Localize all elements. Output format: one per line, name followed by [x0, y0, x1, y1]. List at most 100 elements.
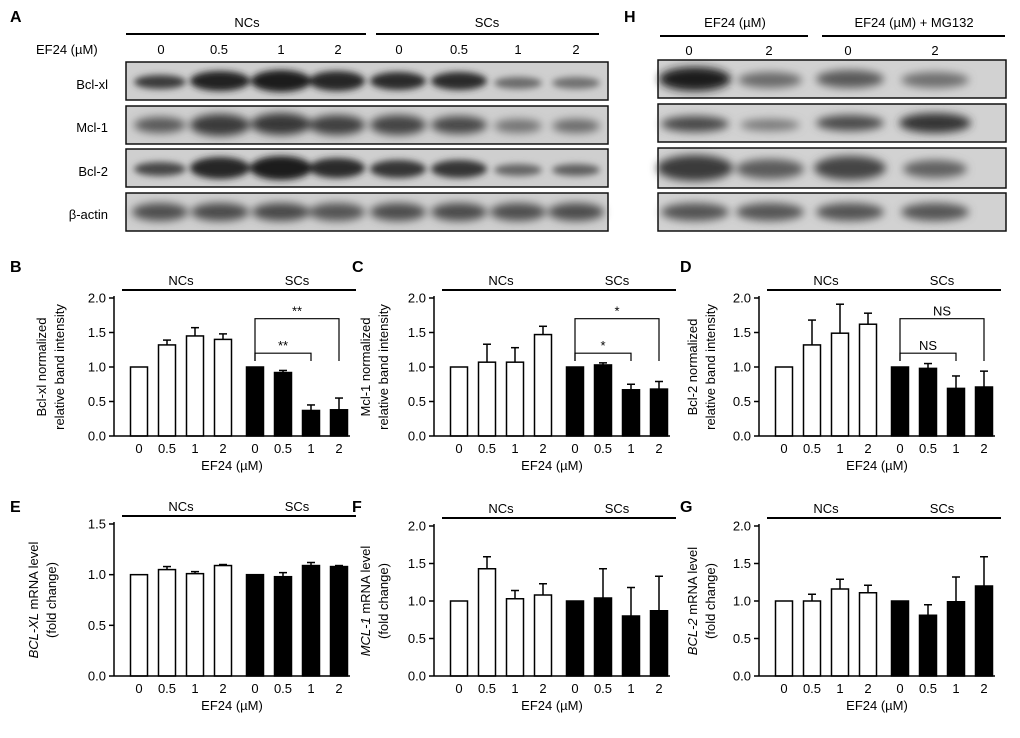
- y-tick-label-f-1: 0.5: [408, 631, 426, 646]
- bar-b-4: [245, 366, 265, 437]
- group-label-c-1: SCs: [605, 273, 630, 288]
- bar-f-1: [477, 568, 497, 677]
- blot-strip-bactin: [125, 192, 609, 232]
- group-label-e-1: SCs: [285, 499, 310, 514]
- y-tick-label-d-3: 1.5: [733, 325, 751, 340]
- significance-bracket-c-1: [574, 352, 632, 361]
- x-tick-label-f-5: 0.5: [594, 681, 612, 696]
- group-label-b-0: NCs: [168, 273, 194, 288]
- bar-d-5: [918, 367, 938, 437]
- bar-c-0: [449, 366, 469, 437]
- y-tick-label-e-3: 1.5: [88, 517, 106, 532]
- y-axis-label-gene-e: BCL-XL: [26, 610, 41, 659]
- y-tick-label-d-4: 2.0: [733, 291, 751, 306]
- x-axis-label-f: EF24 (µM): [521, 698, 583, 713]
- x-tick-label-g-4: 0: [896, 681, 903, 696]
- x-tick-label-b-2: 1: [191, 441, 198, 456]
- bar-c-5: [593, 364, 613, 437]
- dose-label-a: EF24 (µM): [36, 42, 98, 57]
- panel-label-d: D: [680, 259, 692, 276]
- dose-tick-h-3: 2: [931, 43, 938, 58]
- x-tick-label-e-1: 0.5: [158, 681, 176, 696]
- x-tick-label-c-0: 0: [455, 441, 462, 456]
- x-tick-label-d-7: 2: [980, 441, 987, 456]
- y-axis-label-d-0: Bcl-2 normalized: [685, 319, 700, 416]
- y-tick-label-b-3: 1.5: [88, 325, 106, 340]
- x-tick-label-d-6: 1: [952, 441, 959, 456]
- bar-c-7: [649, 388, 669, 437]
- x-tick-label-b-7: 2: [335, 441, 342, 456]
- group-label-d-1: SCs: [930, 273, 955, 288]
- x-tick-label-f-1: 0.5: [478, 681, 496, 696]
- bar-d-4: [890, 366, 910, 437]
- significance-label-b-0: **: [292, 304, 302, 319]
- dose-tick-a-6: 1: [514, 42, 521, 57]
- y-tick-label-d-1: 0.5: [733, 394, 751, 409]
- header-ef24-h: EF24 (µM): [704, 15, 766, 30]
- x-tick-label-f-0: 0: [455, 681, 462, 696]
- x-tick-label-f-7: 2: [655, 681, 662, 696]
- significance-label-b-1: **: [278, 338, 288, 353]
- x-tick-label-b-5: 0.5: [274, 441, 292, 456]
- significance-bracket-b-1: [254, 352, 312, 361]
- bar-b-2: [185, 335, 205, 437]
- x-tick-label-d-2: 1: [836, 441, 843, 456]
- y-tick-label-f-0: 0.0: [408, 669, 426, 684]
- x-tick-label-c-4: 0: [571, 441, 578, 456]
- y-tick-label-d-2: 1.0: [733, 360, 751, 375]
- bar-d-1: [802, 344, 822, 437]
- x-tick-label-g-2: 1: [836, 681, 843, 696]
- y-tick-label-b-2: 1.0: [88, 360, 106, 375]
- y-tick-label-f-4: 2.0: [408, 519, 426, 534]
- y-tick-label-f-2: 1.0: [408, 594, 426, 609]
- bar-b-3: [213, 338, 233, 437]
- y-tick-label-f-3: 1.5: [408, 556, 426, 571]
- chart-panel-e: E 0.0 0.5 1.0 1.5 BCL-XL mRNA level (fold chan…: [10, 499, 356, 713]
- x-tick-label-d-4: 0: [896, 441, 903, 456]
- x-tick-label-d-3: 2: [864, 441, 871, 456]
- x-tick-label-f-3: 2: [539, 681, 546, 696]
- bar-e-5: [273, 575, 293, 677]
- y-axis-label-f-0: MCL-1 mRNA level: [358, 546, 373, 657]
- y-tick-label-c-0: 0.0: [408, 429, 426, 444]
- x-tick-label-e-4: 0: [251, 681, 258, 696]
- x-tick-label-e-3: 2: [219, 681, 226, 696]
- group-label-g-1: SCs: [930, 501, 955, 516]
- bar-g-4: [890, 600, 910, 677]
- y-axis-label-e-1: (fold change): [44, 562, 59, 638]
- significance-bracket-d-0: [899, 318, 985, 361]
- blot-strip-mcl1: [125, 105, 609, 145]
- bar-b-7: [329, 409, 349, 437]
- bar-e-1: [157, 568, 177, 677]
- y-tick-label-e-1: 0.5: [88, 618, 106, 633]
- chart-panel-b: B 0.0 0.5 1.0 1.5 2.0 Bcl-xl normalized relativ…: [10, 259, 356, 473]
- y-tick-label-e-2: 1.0: [88, 567, 106, 582]
- y-axis-label-d-1: relative band intensity: [703, 304, 718, 430]
- y-tick-label-g-1: 0.5: [733, 631, 751, 646]
- bar-b-6: [301, 409, 321, 437]
- dose-tick-a-5: 0.5: [450, 42, 468, 57]
- protein-label-mcl1: Mcl-1: [76, 120, 108, 135]
- y-axis-label-c-1: relative band intensity: [376, 304, 391, 430]
- dose-tick-h-1: 2: [765, 43, 772, 58]
- x-tick-label-b-4: 0: [251, 441, 258, 456]
- chart-panel-g: G 0.0 0.5 1.0 1.5 2.0 BCL-2 mRNA level (fold ch…: [680, 499, 1001, 713]
- x-tick-label-e-7: 2: [335, 681, 342, 696]
- panel-label-h: H: [624, 9, 636, 26]
- y-axis-label-c-0: Mcl-1 normalized: [358, 318, 373, 417]
- x-tick-label-g-7: 2: [980, 681, 987, 696]
- y-tick-label-b-4: 2.0: [88, 291, 106, 306]
- x-tick-label-d-1: 0.5: [803, 441, 821, 456]
- bar-e-3: [213, 564, 233, 677]
- y-tick-label-c-2: 1.0: [408, 360, 426, 375]
- x-tick-label-g-1: 0.5: [803, 681, 821, 696]
- x-axis-label-g: EF24 (µM): [846, 698, 908, 713]
- bar-d-0: [774, 366, 794, 437]
- chart-panel-f: F 0.0 0.5 1.0 1.5 2.0 MCL-1 mRNA level (fold ch…: [352, 499, 676, 713]
- blot-strip-h-1: [657, 59, 1007, 99]
- x-tick-label-d-0: 0: [780, 441, 787, 456]
- significance-bracket-c-0: [574, 318, 660, 361]
- bar-c-6: [621, 389, 641, 437]
- x-tick-label-c-7: 2: [655, 441, 662, 456]
- bar-e-7: [329, 565, 349, 677]
